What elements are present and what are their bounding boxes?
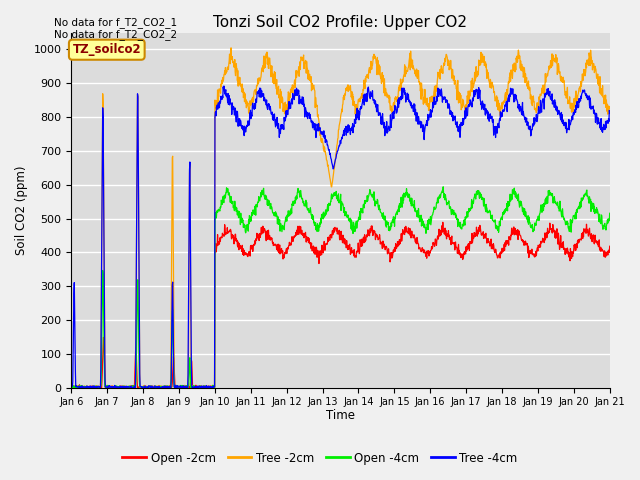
Open -4cm (495, 229, 502, 235)
Text: TZ_soilco2: TZ_soilco2 (72, 43, 141, 56)
Tree -4cm (67, 384, 75, 389)
Y-axis label: Soil CO2 (ppm): Soil CO2 (ppm) (15, 166, 28, 255)
Tree -4cm (495, 125, 503, 131)
X-axis label: Time: Time (326, 409, 355, 422)
Open -2cm (424, 251, 432, 256)
Tree -4cm (425, 117, 433, 123)
Open -2cm (606, 243, 614, 249)
Line: Tree -2cm: Tree -2cm (71, 48, 610, 388)
Line: Open -4cm: Open -4cm (71, 187, 610, 388)
Tree -2cm (543, 74, 550, 80)
Tree -2cm (425, 108, 433, 113)
Tree -2cm (69, 385, 77, 391)
Tree -2cm (495, 100, 503, 106)
Open -4cm (424, 217, 432, 223)
Open -2cm (188, 357, 195, 363)
Legend: Open -2cm, Tree -2cm, Open -4cm, Tree -4cm: Open -2cm, Tree -2cm, Open -4cm, Tree -4… (118, 447, 522, 469)
Open -4cm (187, 385, 195, 391)
Tree -4cm (175, 384, 182, 390)
Tree -2cm (175, 384, 182, 389)
Tree -2cm (248, 99, 256, 105)
Text: No data for f_T2_CO2_2: No data for f_T2_CO2_2 (54, 29, 177, 40)
Line: Tree -4cm: Tree -4cm (71, 86, 610, 388)
Open -4cm (248, 218, 255, 224)
Tree -2cm (67, 384, 75, 390)
Tree -2cm (606, 104, 614, 109)
Tree -4cm (248, 113, 256, 119)
Open -2cm (495, 252, 503, 258)
Tree -2cm (188, 384, 195, 390)
Open -2cm (439, 219, 447, 225)
Tree -4cm (78, 385, 86, 391)
Title: Tonzi Soil CO2 Profile: Upper CO2: Tonzi Soil CO2 Profile: Upper CO2 (214, 15, 467, 30)
Open -2cm (72, 385, 79, 391)
Tree -4cm (543, 90, 550, 96)
Text: No data for f_T2_CO2_1: No data for f_T2_CO2_1 (54, 17, 177, 28)
Open -2cm (175, 385, 182, 391)
Tree -4cm (220, 83, 228, 89)
Tree -4cm (606, 110, 614, 116)
Open -2cm (543, 230, 550, 236)
Open -2cm (248, 246, 255, 252)
Tree -4cm (188, 365, 195, 371)
Tree -2cm (227, 45, 235, 51)
Line: Open -2cm: Open -2cm (71, 222, 610, 388)
Open -4cm (174, 384, 182, 390)
Open -2cm (67, 384, 75, 390)
Open -4cm (542, 195, 550, 201)
Open -4cm (606, 210, 614, 216)
Open -4cm (67, 385, 75, 391)
Open -4cm (439, 184, 447, 190)
